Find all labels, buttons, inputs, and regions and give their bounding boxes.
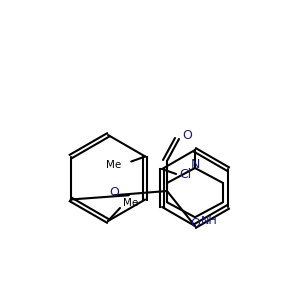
- Text: O: O: [182, 129, 192, 142]
- Text: O: O: [109, 186, 119, 199]
- Text: Me: Me: [123, 198, 138, 208]
- Text: Cl: Cl: [179, 168, 191, 181]
- Text: O: O: [190, 217, 200, 230]
- Text: NH: NH: [201, 216, 218, 226]
- Text: Me: Me: [106, 160, 121, 169]
- Text: N: N: [190, 157, 200, 170]
